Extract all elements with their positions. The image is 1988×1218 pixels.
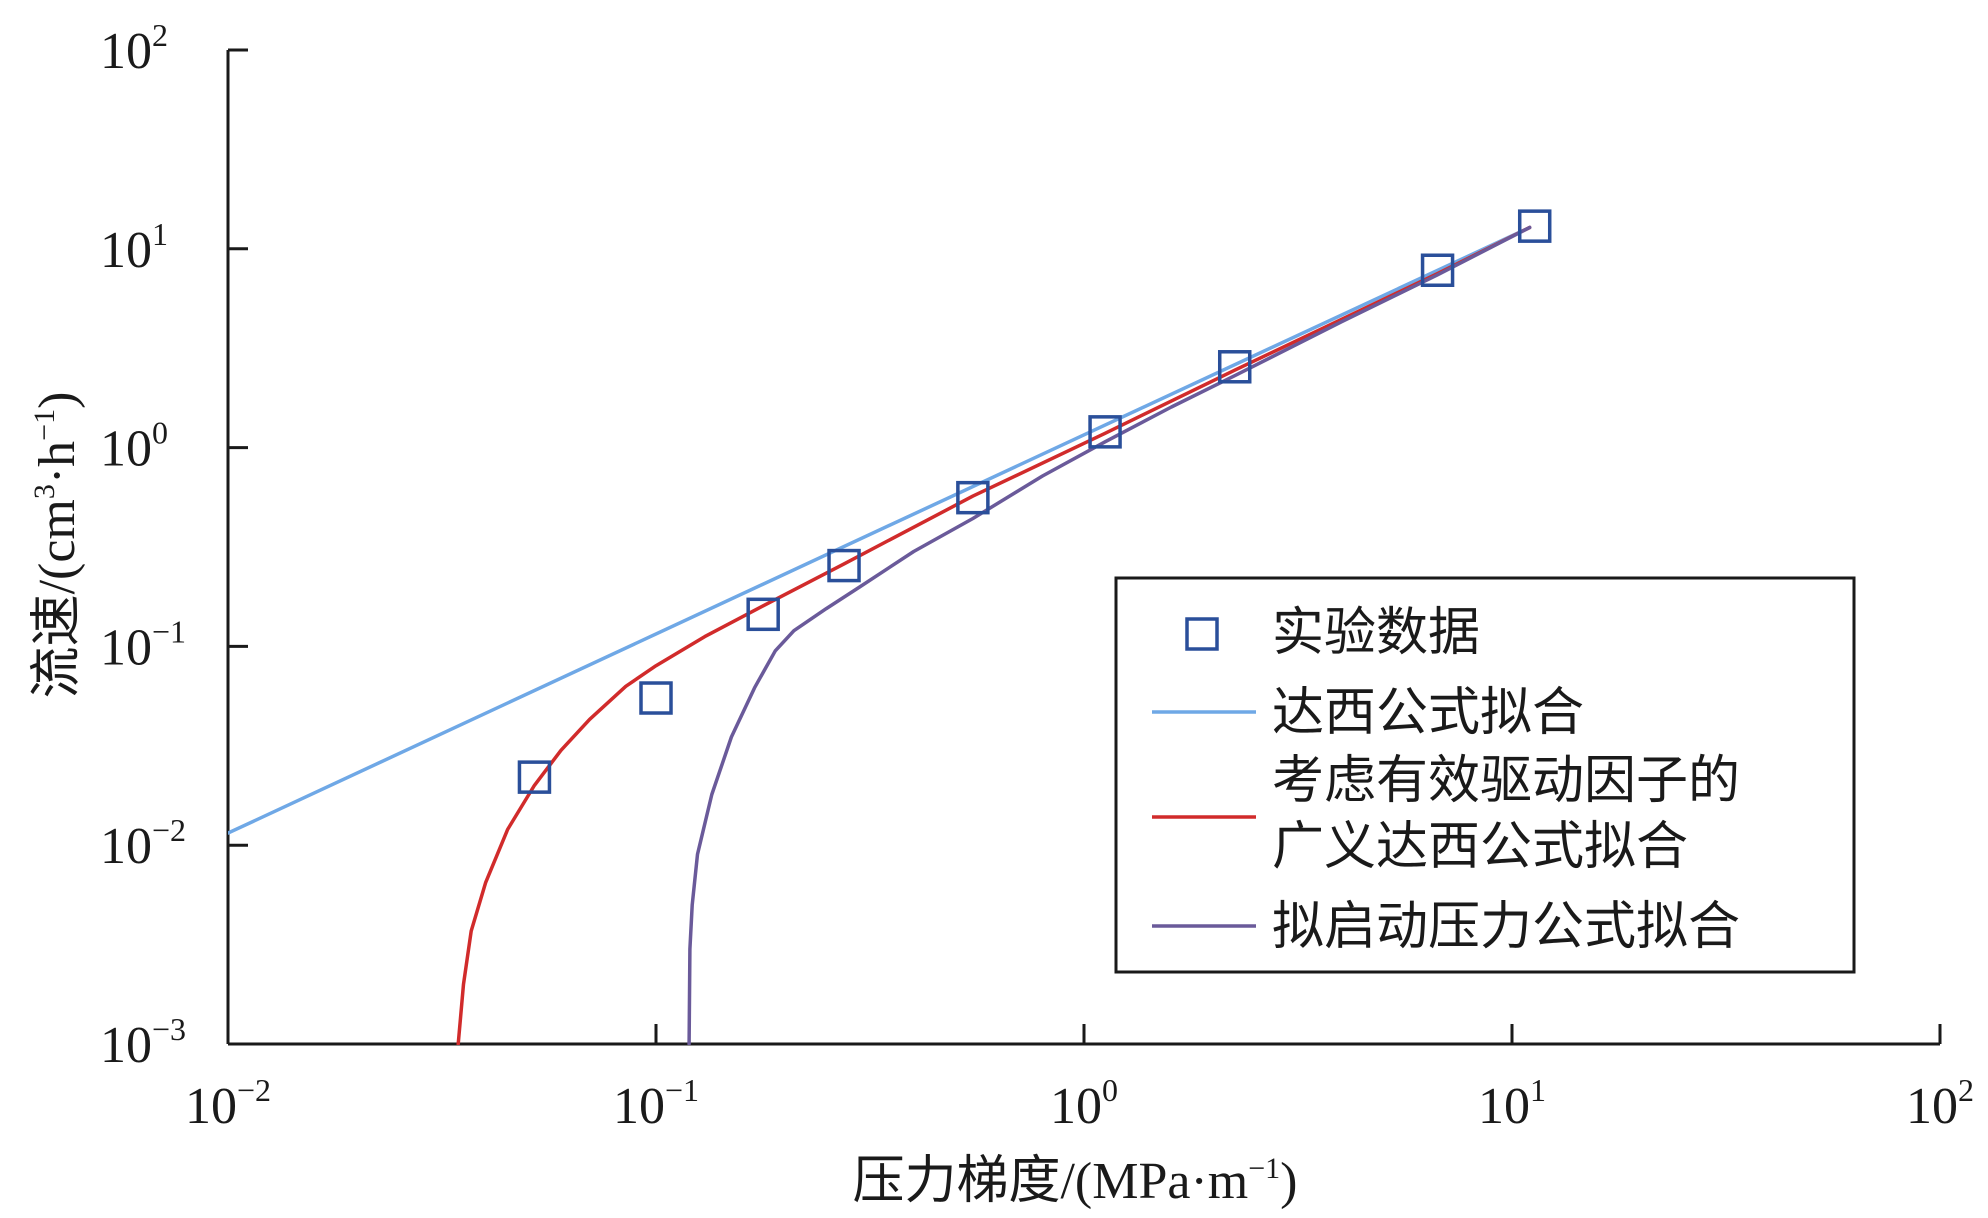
legend-label-generalized-line2: 广义达西公式拟合 xyxy=(1272,819,1688,876)
y-axis-label-mid: ·h xyxy=(29,441,86,484)
x-tick-exp: −1 xyxy=(665,1072,699,1108)
x-tick-base: 10 xyxy=(185,1078,237,1135)
x-tick-label: 100 xyxy=(1050,1072,1118,1135)
y-axis-label-end: ) xyxy=(29,392,86,409)
x-tick-base: 10 xyxy=(1050,1078,1102,1135)
legend-label-experimental: 实验数据 xyxy=(1272,605,1480,662)
legend-marker-experimental xyxy=(1185,617,1219,651)
data-point-marker xyxy=(1217,350,1252,384)
series-generalized-darcy-fit-line xyxy=(456,225,1532,1045)
y-tick-exp: 0 xyxy=(152,415,168,451)
x-axis-label-end: ) xyxy=(1280,1153,1297,1210)
y-tick-exp: −3 xyxy=(152,1011,186,1047)
data-point-marker xyxy=(956,480,990,515)
legend-label-generalized-line1: 考虑有效驱动因子的 xyxy=(1272,753,1740,810)
y-tick-exp: 2 xyxy=(152,17,168,53)
data-point-marker xyxy=(1517,209,1552,243)
legend-label-darcy: 达西公式拟合 xyxy=(1272,685,1584,742)
y-tick-label: 100 xyxy=(100,415,168,478)
x-tick-base: 10 xyxy=(613,1078,665,1135)
x-tick-label: 101 xyxy=(1478,1072,1546,1135)
y-tick-base: 10 xyxy=(100,818,152,875)
y-axis-label-main: 流速/(cm xyxy=(29,499,86,698)
x-tick-exp: 0 xyxy=(1102,1072,1118,1108)
y-tick-base: 10 xyxy=(100,222,152,279)
x-tick-label: 10−1 xyxy=(613,1072,699,1135)
y-axis-label-sup2: −1 xyxy=(28,409,61,441)
y-tick-base: 10 xyxy=(100,619,152,676)
series-points xyxy=(517,209,1552,794)
legend-label-threshold: 拟启动压力公式拟合 xyxy=(1272,899,1740,956)
x-tick-exp: −2 xyxy=(237,1072,271,1108)
y-tick-label: 101 xyxy=(100,216,168,279)
x-axis-label: 压力梯度/(MPa·m−1) xyxy=(852,1152,1297,1210)
y-tick-label: 10−1 xyxy=(100,613,186,676)
data-point-marker xyxy=(639,681,673,715)
y-tick-exp: −2 xyxy=(152,812,186,848)
y-tick-label: 102 xyxy=(100,17,168,80)
y-tick-exp: 1 xyxy=(152,216,168,252)
legend-box xyxy=(1114,576,1856,974)
y-axis-label-sup1: 3 xyxy=(28,484,61,499)
x-tick-base: 10 xyxy=(1478,1078,1530,1135)
data-point-marker xyxy=(1420,253,1455,288)
legend: 实验数据 达西公式拟合 考虑有效驱动因子的 广义达西公式拟合 拟启动压力公式拟合 xyxy=(1114,576,1856,974)
x-tick-label: 10−2 xyxy=(185,1072,271,1135)
x-ticks: 10−2 10−1 100 101 102 xyxy=(185,1024,1974,1135)
x-tick-exp: 1 xyxy=(1530,1072,1546,1108)
data-point-marker xyxy=(517,760,552,794)
y-tick-base: 10 xyxy=(100,421,152,478)
y-tick-exp: −1 xyxy=(152,613,186,649)
series-darcy-fit-line xyxy=(228,225,1532,835)
x-tick-base: 10 xyxy=(1906,1078,1958,1135)
y-tick-label: 10−2 xyxy=(100,812,186,875)
data-point-marker xyxy=(1088,415,1122,449)
y-tick-base: 10 xyxy=(100,1017,152,1074)
data-point-marker xyxy=(827,548,861,583)
x-axis-label-main: 压力梯度/(MPa·m xyxy=(852,1153,1248,1210)
y-tick-label: 10−3 xyxy=(100,1011,186,1074)
y-tick-base: 10 xyxy=(100,23,152,80)
data-point-marker xyxy=(746,597,780,632)
y-axis-label: 流速/(cm3·h−1) xyxy=(28,392,86,699)
x-tick-exp: 2 xyxy=(1958,1072,1974,1108)
x-tick-label: 102 xyxy=(1906,1072,1974,1135)
x-axis-label-sup: −1 xyxy=(1248,1152,1280,1185)
